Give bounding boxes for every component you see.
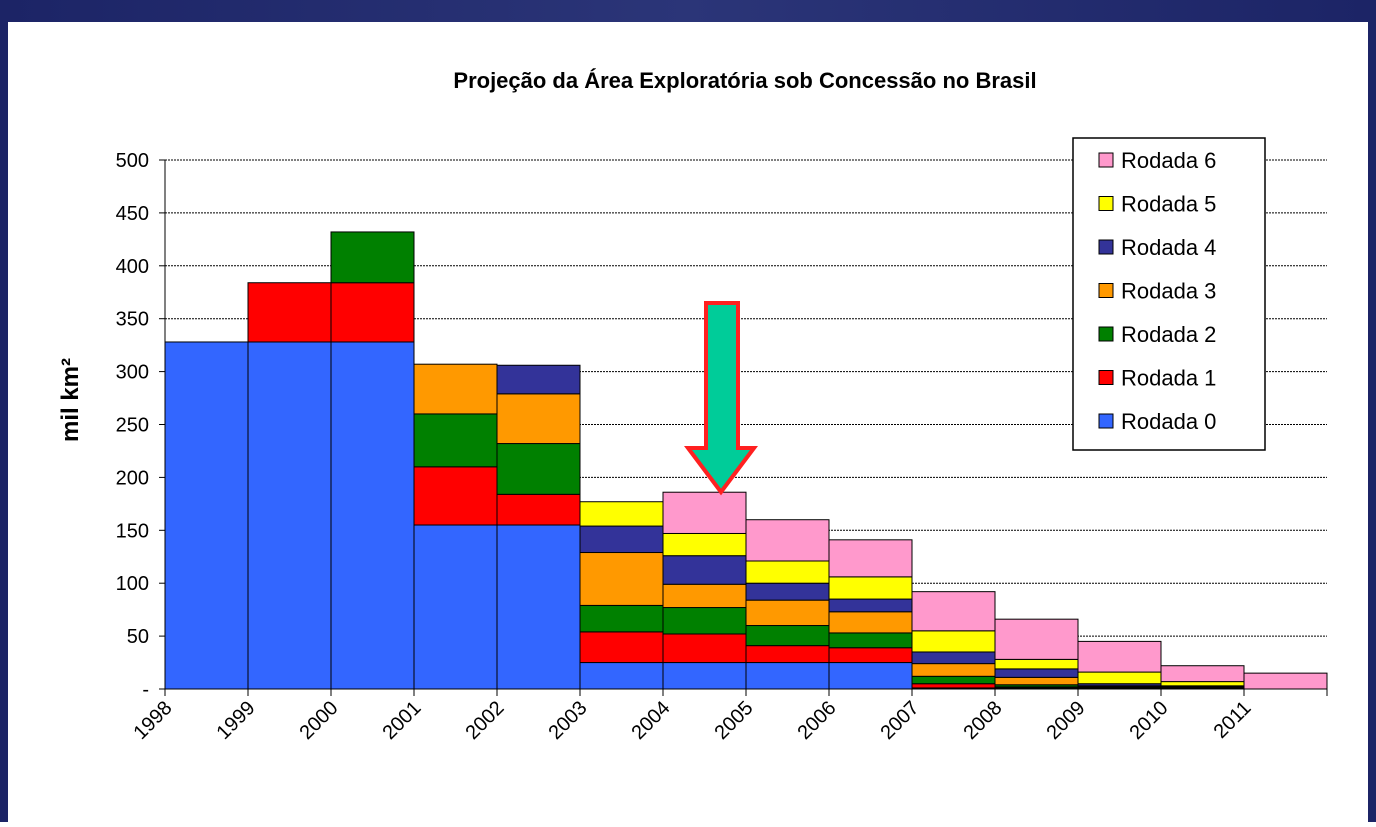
bar-segment [579, 604, 664, 633]
bar-segment [828, 647, 913, 664]
legend-label: Rodada 3 [1121, 279, 1216, 304]
bar-segment [662, 491, 747, 534]
y-tick-label: - [142, 679, 149, 701]
bar-segment [579, 552, 664, 606]
bar-segment [911, 630, 996, 653]
bar-segment [745, 599, 830, 627]
bar-segment [413, 413, 498, 468]
legend-swatch [1098, 370, 1114, 385]
legend-label: Rodada 0 [1121, 409, 1216, 434]
bar-segment [994, 668, 1079, 678]
bar-segment [662, 633, 747, 664]
bar-segment [662, 583, 747, 609]
bar-segment [994, 618, 1079, 660]
bar-segment [745, 625, 830, 647]
bar-segment [662, 532, 747, 557]
legend-label: Rodada 6 [1121, 148, 1216, 173]
bar-segment [413, 466, 498, 526]
bar-segment [496, 364, 581, 395]
y-tick-label: 350 [116, 309, 149, 331]
bar-segment [413, 524, 498, 690]
bar-segment [745, 519, 830, 562]
bar-segment [1243, 672, 1328, 690]
bar-segment [496, 524, 581, 690]
bar-segment [662, 607, 747, 635]
bar-segment [1077, 640, 1162, 673]
bar-segment [1160, 681, 1245, 687]
legend-swatch [1098, 413, 1114, 429]
legend-swatch [1098, 326, 1114, 342]
bar-segment [496, 443, 581, 495]
bar-segment [745, 560, 830, 584]
y-tick-label: 450 [116, 203, 149, 225]
bar-segment [579, 631, 664, 664]
bar-segment [164, 341, 249, 690]
legend-label: Rodada 2 [1121, 322, 1216, 347]
y-tick-label: 300 [116, 362, 149, 384]
bar-segment [1160, 665, 1245, 683]
bar-segment [579, 662, 664, 690]
bar-segment [994, 676, 1079, 686]
legend-swatch [1098, 196, 1114, 211]
bar-segment [247, 341, 332, 690]
y-tick-label: 500 [116, 150, 149, 172]
bar-segment [330, 341, 415, 690]
legend-swatch [1098, 239, 1114, 255]
y-tick-label: 100 [116, 573, 149, 595]
bar-segment [579, 501, 664, 527]
bar-segment [828, 632, 913, 649]
bar-segment [994, 658, 1079, 670]
bar-segment [828, 576, 913, 600]
bar-segment [911, 663, 996, 677]
bar-segment [911, 675, 996, 685]
legend-swatch [1098, 283, 1114, 298]
legend: Rodada 6 Rodada 5 Rodada 4 Rodada 3 Rodada 2… [1072, 137, 1266, 451]
bar-segment [330, 231, 415, 284]
chart-title: Projeção da Área Exploratória sob Conces… [453, 68, 1036, 93]
bar-segment [745, 662, 830, 690]
bar-segment [828, 598, 913, 613]
bar-segment [496, 493, 581, 526]
bar-segment [745, 582, 830, 601]
bar-segment [911, 651, 996, 665]
bar-segment [1077, 671, 1162, 685]
y-tick-label: 50 [127, 626, 149, 648]
bar-segment [828, 539, 913, 578]
bar-segment [662, 555, 747, 585]
bar-segment [579, 525, 664, 554]
bar-segment [662, 662, 747, 690]
y-tick-label: 400 [116, 256, 149, 278]
bar-segment [911, 591, 996, 632]
y-tick-label: 250 [116, 415, 149, 437]
bar-segment [745, 645, 830, 664]
legend-label: Rodada 5 [1121, 192, 1216, 217]
y-axis-label: mil km² [57, 358, 84, 442]
bar-segment [496, 393, 581, 445]
bar-segment [330, 282, 415, 343]
bar-segment [828, 662, 913, 690]
bar-segment [247, 282, 332, 343]
bar-segment [413, 363, 498, 415]
legend-label: Rodada 4 [1121, 235, 1216, 260]
y-tick-label: 200 [116, 467, 149, 489]
bar-segment [911, 683, 996, 689]
legend-swatch [1098, 152, 1114, 168]
arrow-annotation [684, 301, 758, 496]
bar-segment [828, 611, 913, 634]
y-tick-label: 150 [116, 520, 149, 542]
legend-label: Rodada 1 [1121, 366, 1216, 391]
